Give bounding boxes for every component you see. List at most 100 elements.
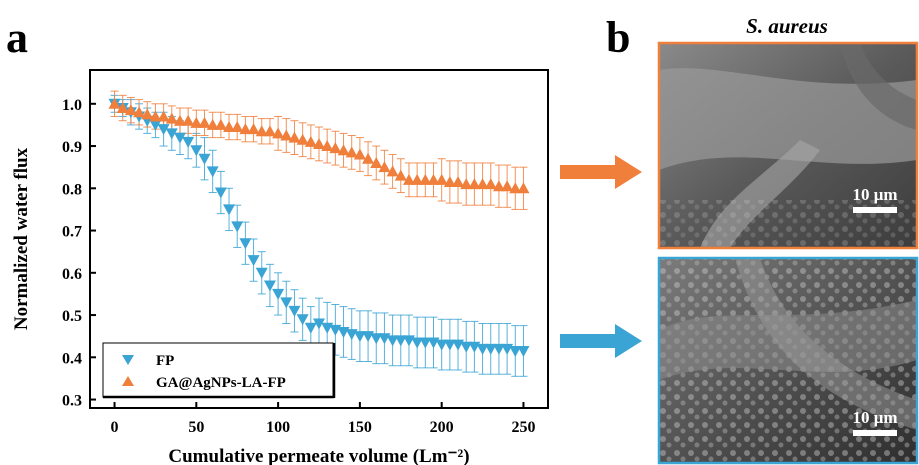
ga-agnps-point	[427, 173, 440, 185]
legend: FP GA@AgNPs-LA-FP	[102, 342, 336, 399]
ga-agnps-point	[231, 121, 244, 133]
fp-point	[296, 314, 309, 326]
ga-agnps-point	[288, 131, 301, 143]
scale-bar-top	[853, 207, 897, 213]
ga-agnps-point	[280, 129, 293, 141]
legend-fp-label: FP	[156, 353, 174, 369]
fp-point	[157, 124, 170, 136]
fp-point	[214, 187, 227, 199]
x-tick-label: 150	[348, 419, 372, 436]
ga-agnps-point	[443, 175, 456, 187]
fp-point	[231, 221, 244, 233]
y-tick-label: 0.5	[62, 308, 82, 325]
legend-fp-marker	[122, 355, 134, 365]
fp-point	[263, 280, 276, 292]
ga-agnps-point	[133, 106, 146, 118]
scale-label-top: 10 μm	[852, 185, 897, 204]
ga-agnps-point	[173, 114, 186, 126]
legend-ga-marker	[122, 376, 134, 386]
fp-point	[190, 145, 203, 157]
sem-frame-bottom	[657, 256, 919, 465]
ga-agnps-point	[378, 161, 391, 173]
ga-agnps-point	[509, 182, 522, 194]
fp-point	[419, 337, 432, 349]
fp-point	[247, 255, 260, 267]
ga-agnps-point	[452, 175, 465, 187]
ga-agnps-point	[214, 118, 227, 130]
fp-point	[509, 345, 522, 357]
ga-agnps-point	[206, 118, 219, 130]
ga-agnps-point	[468, 178, 481, 190]
fp-point	[370, 333, 383, 345]
fp-point	[206, 166, 219, 178]
ga-agnps-point	[165, 112, 178, 124]
fp-point	[182, 136, 195, 148]
fp-point	[484, 343, 497, 355]
x-axis-title: Cumulative permeate volume (Lm⁻²)	[168, 446, 469, 465]
y-tick-label: 0.9	[62, 139, 82, 156]
fp-point	[492, 343, 505, 355]
fp-point	[272, 288, 285, 300]
ga-agnps-point	[460, 178, 473, 190]
fp-point	[353, 331, 366, 343]
ga-agnps-point	[108, 97, 121, 109]
ga-agnps-point	[190, 116, 203, 128]
y-tick-label: 0.4	[62, 350, 82, 367]
x-tick-label: 250	[511, 419, 535, 436]
data-markers	[108, 97, 530, 357]
ga-agnps-point	[239, 123, 252, 135]
fp-point	[386, 335, 399, 347]
x-tick-label: 200	[430, 419, 454, 436]
blue-arrow	[560, 324, 642, 358]
ga-agnps-point	[402, 173, 415, 185]
ga-agnps-point	[304, 135, 317, 147]
x-tick-label: 0	[111, 419, 119, 436]
ga-agnps-point	[157, 110, 170, 122]
ga-agnps-point	[435, 173, 448, 185]
fp-point	[435, 339, 448, 351]
fp-point	[288, 305, 301, 317]
ga-agnps-point	[517, 182, 530, 194]
y-ticks: 0.3 0.4 0.5 0.6 0.7 0.8 0.9 1.0	[62, 97, 96, 410]
ga-agnps-point	[501, 180, 514, 192]
y-tick-label: 1.0	[62, 97, 82, 114]
ga-agnps-point	[394, 169, 407, 181]
scale-label-bottom: 10 μm	[852, 408, 897, 427]
ga-agnps-point	[198, 116, 211, 128]
scale-bar-bottom	[853, 430, 897, 436]
y-tick-label: 0.6	[62, 266, 82, 283]
panel-b-label: b	[606, 13, 630, 62]
y-tick-label: 0.3	[62, 393, 82, 410]
fp-point	[165, 128, 178, 140]
fp-point	[394, 335, 407, 347]
ga-agnps-point	[345, 146, 358, 158]
y-axis-title: Normalized water flux	[11, 147, 32, 330]
legend-box	[102, 342, 334, 398]
ga-agnps-point	[484, 178, 497, 190]
ga-agnps-point	[247, 123, 260, 135]
ga-agnps-point	[263, 125, 276, 137]
fp-point	[255, 267, 268, 279]
fp-point	[198, 153, 211, 165]
fp-point	[149, 119, 162, 131]
plot-frame	[89, 69, 549, 409]
ga-agnps-point	[255, 125, 268, 137]
sem-image-top: 10 μm	[657, 41, 919, 250]
orange-arrow	[560, 155, 642, 189]
y-tick-label: 0.7	[62, 224, 82, 241]
sem-frame-top	[657, 41, 919, 250]
fp-point	[304, 322, 317, 334]
fp-point	[223, 204, 236, 216]
fp-point	[443, 339, 456, 351]
panel-a-label: a	[6, 13, 28, 62]
ga-agnps-point	[419, 173, 432, 185]
ga-agnps-point	[476, 178, 489, 190]
ga-agnps-point	[149, 110, 162, 122]
x-tick-label: 50	[188, 419, 204, 436]
ga-agnps-point	[386, 165, 399, 177]
ga-agnps-point	[321, 140, 334, 152]
ga-agnps-point	[272, 127, 285, 139]
ga-agnps-point	[492, 180, 505, 192]
fp-point	[517, 345, 530, 357]
sem-image-bottom: 10 μm	[657, 256, 919, 465]
